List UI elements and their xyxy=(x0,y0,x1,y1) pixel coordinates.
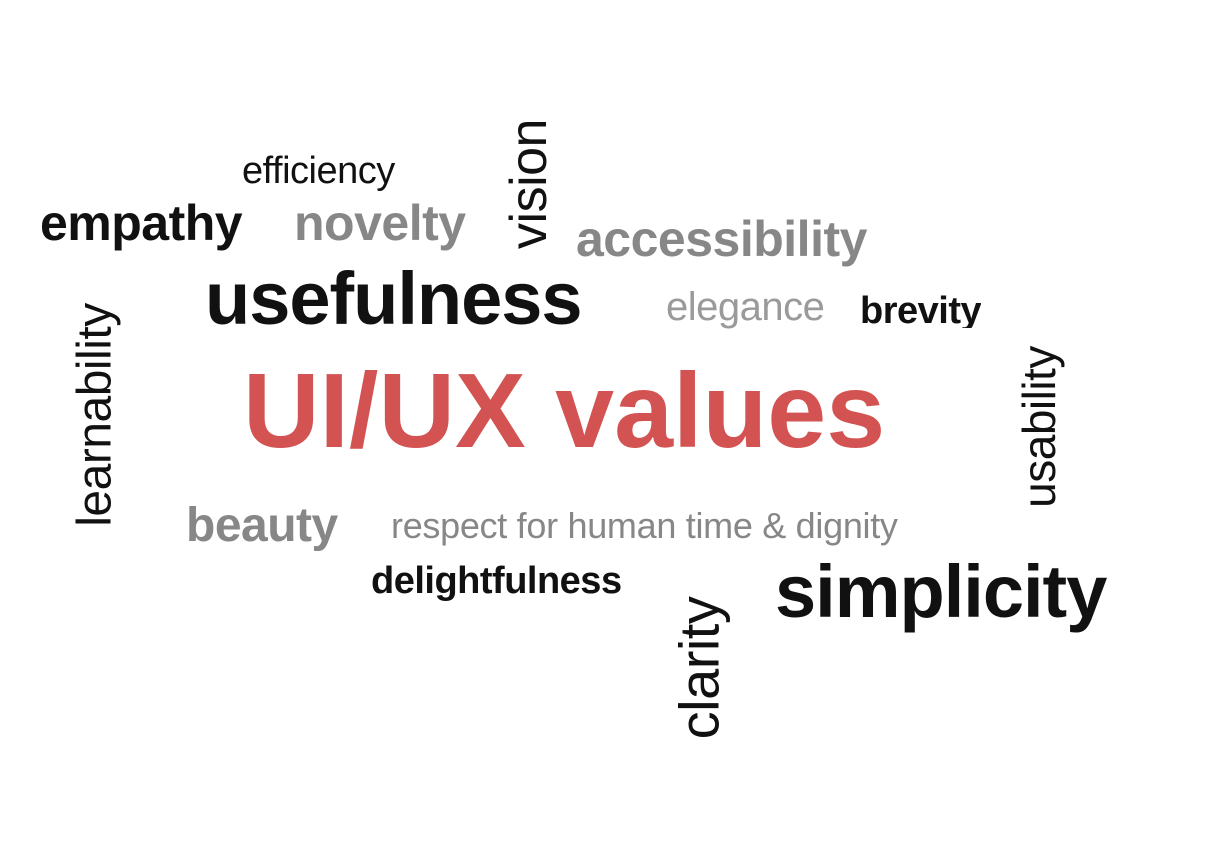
word-usability: usability xyxy=(1012,346,1065,508)
word-respect: respect for human time & dignity xyxy=(391,505,898,546)
word-beauty: beauty xyxy=(186,499,338,552)
word-usefulness: usefulness xyxy=(205,257,583,340)
word-delightfulness: delightfulness xyxy=(371,560,622,602)
word-efficiency: efficiency xyxy=(242,150,395,192)
word-elegance: elegance xyxy=(666,285,825,329)
word-brevity: brevity xyxy=(860,292,982,328)
word-novelty: novelty xyxy=(294,195,466,251)
word-empathy: empathy xyxy=(40,195,243,251)
word-learnability: learnability xyxy=(68,303,122,527)
word-accessibility: accessibility xyxy=(576,211,867,267)
word-clarity: clarity xyxy=(667,596,731,740)
word-simplicity: simplicity xyxy=(775,550,1107,633)
page-title: UI/UX values xyxy=(243,352,886,470)
word-vision: vision xyxy=(499,119,558,249)
